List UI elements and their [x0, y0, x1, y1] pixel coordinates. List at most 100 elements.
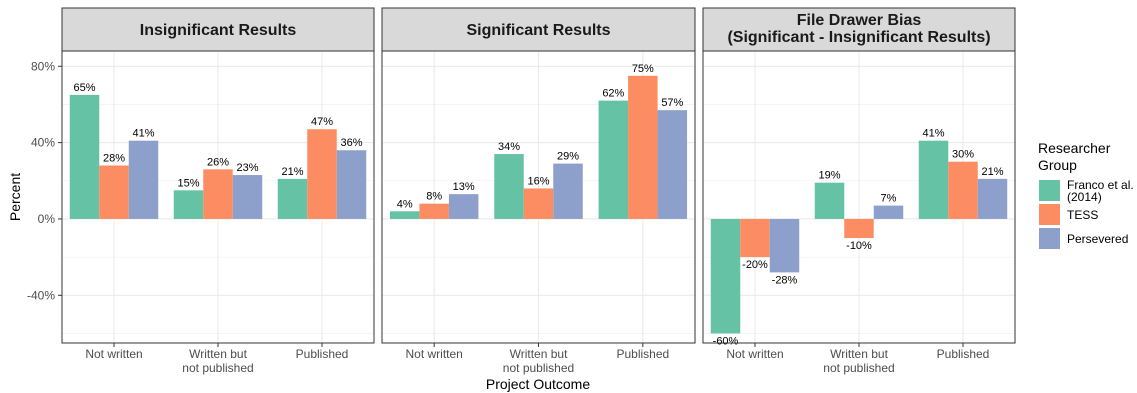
- data-label: 28%: [103, 153, 125, 165]
- data-label: 41%: [922, 128, 944, 140]
- y-tick-label: 0%: [38, 212, 56, 226]
- bar: [553, 163, 583, 219]
- data-label: 29%: [557, 151, 579, 163]
- bar: [598, 100, 629, 219]
- panel-2: 4% 34% 62% 8% 16% 75% 13% 29% 57%: [381, 7, 696, 347]
- x-tick-label-line: Not written: [405, 347, 462, 361]
- bar: [69, 94, 100, 219]
- x-tick-label: Not written: [85, 347, 142, 361]
- x-axis-title: Project Outcome: [486, 376, 590, 392]
- legend-label: Franco et al. (2014): [1067, 178, 1134, 204]
- bar: [99, 165, 129, 219]
- bar: [873, 205, 904, 219]
- x-tick-label-line: not published: [823, 361, 894, 375]
- x-tick-label-line: Not written: [726, 347, 783, 361]
- legend-key: [1039, 204, 1060, 225]
- bar: [336, 150, 367, 219]
- bar: [918, 140, 949, 219]
- bar: [307, 129, 337, 219]
- x-tick-label-line: Written but: [510, 347, 568, 361]
- x-tick-label: Written but not published: [182, 347, 253, 375]
- data-label: 41%: [132, 128, 154, 140]
- data-label: 75%: [632, 63, 654, 75]
- bar: [769, 218, 800, 273]
- facet-title: File Drawer Bias (Significant - Insignifi…: [727, 12, 990, 46]
- data-label: 21%: [981, 166, 1003, 178]
- data-label: 19%: [818, 170, 840, 182]
- data-label: 30%: [952, 149, 974, 161]
- legend-label: Persevered: [1067, 232, 1128, 246]
- bar: [494, 154, 524, 219]
- facet-title-line: (Significant - Insignificant Results): [727, 29, 990, 46]
- data-label: -10%: [846, 240, 872, 252]
- facet-title-line: Significant Results: [466, 22, 610, 39]
- y-tick-label: -40%: [27, 288, 55, 302]
- bar: [448, 194, 479, 219]
- x-tick-label: Written but not published: [823, 347, 894, 375]
- bar: [128, 140, 159, 219]
- bar: [740, 218, 770, 258]
- y-tick-label: 80%: [31, 59, 55, 73]
- bar: [523, 188, 554, 219]
- x-tick-label-line: Not written: [85, 347, 142, 361]
- x-tick-label: Not written: [405, 347, 462, 361]
- data-label: 65%: [73, 82, 95, 94]
- facet-strip: [702, 7, 1016, 52]
- legend: Researcher Group Franco et al. (2014) TESS Pe…: [1038, 140, 1134, 249]
- bar: [389, 211, 420, 219]
- data-label: 7%: [881, 193, 897, 205]
- facet-title-line: File Drawer Bias: [797, 12, 922, 29]
- bar: [628, 75, 658, 219]
- bar: [173, 190, 204, 219]
- data-label: 23%: [236, 162, 258, 174]
- facet-strip: [61, 7, 375, 52]
- panel-1: 65% 15% 21% 28% 26% 47% 41% 23% 36%: [61, 7, 375, 347]
- x-tick-label-line: Published: [937, 347, 990, 361]
- x-tick-label-line: not published: [503, 361, 574, 375]
- data-label: -20%: [742, 259, 768, 271]
- x-tick-label: Written but not published: [503, 347, 574, 375]
- bar: [657, 110, 688, 219]
- x-tick-label: Not written: [726, 347, 783, 361]
- data-label: 16%: [527, 175, 549, 187]
- data-label: 34%: [498, 141, 520, 153]
- legend-title: Researcher Group: [1038, 140, 1111, 173]
- x-tick-label-line: not published: [182, 361, 253, 375]
- data-label: 8%: [426, 191, 442, 203]
- x-tick-label-line: Published: [616, 347, 669, 361]
- data-label: 47%: [311, 116, 333, 128]
- x-tick-label-line: Written but: [830, 347, 888, 361]
- legend-label-line: Franco et al.: [1067, 178, 1134, 192]
- data-label: 62%: [602, 88, 624, 100]
- facet-title: Significant Results: [466, 22, 610, 39]
- bar: [232, 175, 263, 219]
- data-label: -28%: [772, 274, 798, 286]
- x-tick-label: Published: [296, 347, 349, 361]
- facet-strip: [381, 7, 696, 52]
- bar: [844, 218, 874, 239]
- data-label: 4%: [397, 198, 413, 210]
- legend-label-line: Persevered: [1067, 232, 1128, 246]
- data-label: 36%: [340, 137, 362, 149]
- legend-label-line: (2014): [1067, 190, 1102, 204]
- facet-title: Insignificant Results: [140, 22, 297, 39]
- legend-key: [1039, 228, 1060, 249]
- data-label: 13%: [453, 181, 475, 193]
- panel-3: -60% 19% 41% -20% -10% 30% -28% 7% 21%: [702, 7, 1016, 347]
- bar: [710, 218, 741, 334]
- legend-title-line: Group: [1038, 157, 1077, 173]
- bar: [814, 182, 845, 219]
- data-label: 21%: [281, 166, 303, 178]
- y-tick-label: 40%: [31, 136, 55, 150]
- data-label: 26%: [207, 156, 229, 168]
- x-tick-label: Published: [937, 347, 990, 361]
- data-label: 57%: [661, 97, 683, 109]
- x-tick-label: Published: [616, 347, 669, 361]
- legend-key: [1039, 180, 1060, 201]
- bar: [948, 161, 978, 219]
- facet-title-line: Insignificant Results: [140, 22, 297, 39]
- x-tick-label-line: Published: [296, 347, 349, 361]
- bar: [977, 178, 1008, 219]
- legend-label: TESS: [1067, 208, 1098, 222]
